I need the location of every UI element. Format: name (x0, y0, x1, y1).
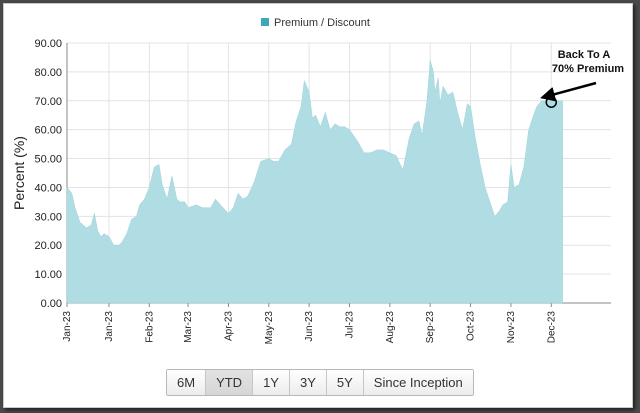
y-tick-label: 50.00 (34, 154, 62, 166)
y-tick-label: 80.00 (34, 67, 62, 79)
annotation-line2: 70% Premium (552, 63, 624, 75)
x-tick-label: Dec-23 (546, 311, 557, 344)
x-axis-ticks: Jan-23 Jan-23 Feb-23 Mar-23 Apr-23 May-23 Jun-… (62, 303, 557, 344)
legend[interactable]: Premium / Discount (261, 17, 370, 29)
x-tick-label: Nov-23 (506, 311, 517, 344)
range-button-ytd[interactable]: YTD (206, 370, 254, 395)
x-tick-label: Feb-23 (144, 311, 155, 343)
range-button-since-inception[interactable]: Since Inception (363, 370, 473, 395)
y-tick-label: 0.00 (41, 298, 62, 310)
annotation: Back To A 70% Premium (540, 49, 624, 108)
x-tick-label: Oct-23 (466, 311, 477, 341)
x-tick-label: Aug-23 (385, 311, 396, 344)
y-tick-label: 40.00 (34, 182, 62, 194)
legend-label: Premium / Discount (274, 17, 370, 29)
annotation-arrow-icon (540, 81, 597, 102)
x-tick-label: Jan-23 (62, 311, 73, 342)
chart-frame: 0.00 10.00 20.00 30.00 40.00 50.00 60.00 70.00 8… (3, 3, 633, 408)
legend-swatch (261, 18, 269, 26)
y-tick-label: 70.00 (34, 96, 62, 108)
x-tick-label: Mar-23 (183, 311, 194, 343)
range-button-group: 6M YTD 1Y 3Y 5Y Since Inception (166, 369, 474, 396)
y-axis-label: Percent (%) (11, 136, 27, 210)
y-tick-label: 90.00 (34, 38, 62, 50)
premium-discount-chart: 0.00 10.00 20.00 30.00 40.00 50.00 60.00 70.00 8… (11, 17, 624, 344)
premium-discount-area (66, 60, 563, 304)
x-tick-label: Apr-23 (223, 311, 234, 341)
y-axis-ticks: 0.00 10.00 20.00 30.00 40.00 50.00 60.00 70.00 8… (34, 38, 62, 310)
x-tick-label: Jan-23 (104, 311, 115, 342)
x-tick-label: Sep-23 (425, 311, 436, 344)
annotation-line1: Back To A (558, 49, 611, 61)
annotation-circle (545, 96, 558, 108)
y-tick-label: 10.00 (34, 269, 62, 281)
y-tick-label: 20.00 (34, 240, 62, 252)
y-tick-label: 60.00 (34, 125, 62, 137)
x-tick-label: Jul-23 (344, 311, 355, 339)
x-tick-label: May-23 (264, 311, 275, 345)
range-button-1y[interactable]: 1Y (253, 370, 290, 395)
range-button-6m[interactable]: 6M (167, 370, 207, 395)
range-button-5y[interactable]: 5Y (326, 370, 364, 395)
range-button-3y[interactable]: 3Y (289, 370, 327, 395)
x-tick-label: Jun-23 (304, 311, 315, 342)
y-tick-label: 30.00 (34, 211, 62, 223)
